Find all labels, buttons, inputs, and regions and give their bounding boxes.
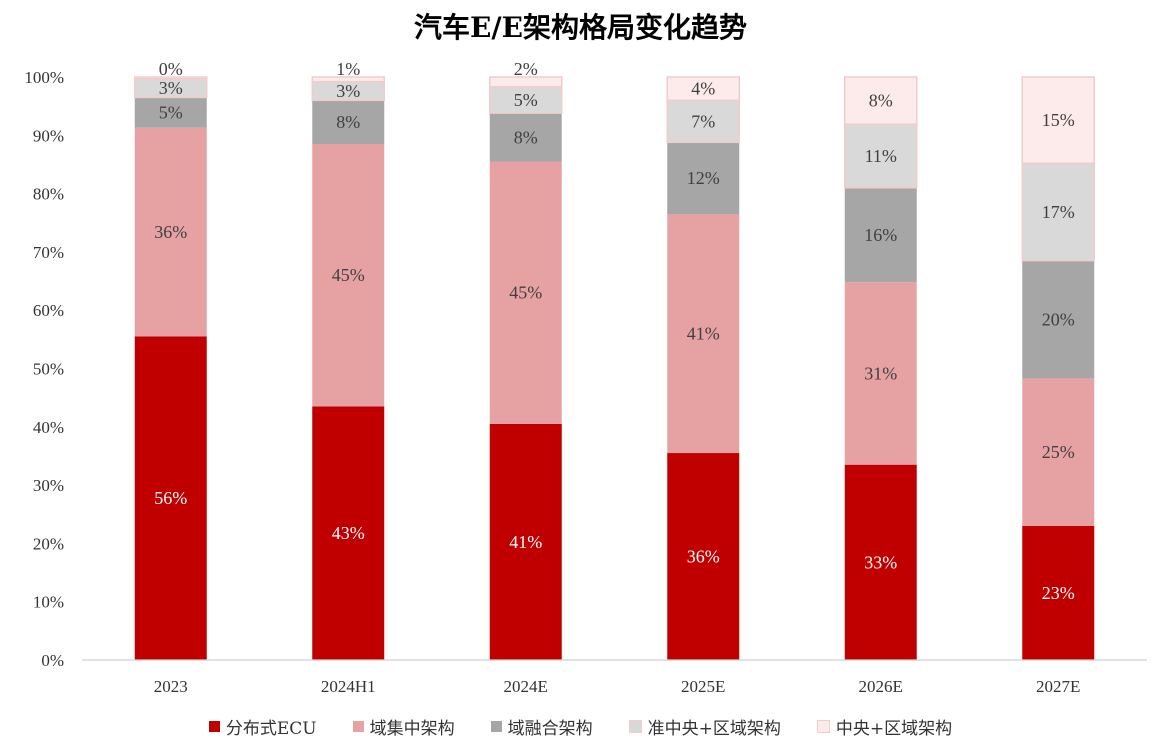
chart-title: 汽车E/E架构格局变化趋势 [414,11,747,44]
y-tick-label: 10% [33,593,64,612]
bar-segment [1021,76,1095,165]
bar-segment [667,214,740,454]
bar-segment [312,406,385,660]
data-label: 25% [1042,442,1075,462]
data-label: 3% [159,78,183,98]
bar-segment [489,423,562,660]
legend-item: 域融合架构 [490,714,593,739]
legend-item: 域集中架构 [352,714,455,739]
y-tick-label: 70% [33,243,64,262]
bar-segment [666,76,740,102]
bar-segment [844,187,917,283]
y-tick-label: 40% [33,418,64,437]
bar-segment [1021,162,1095,262]
data-label: 45% [332,265,365,285]
data-label: 4% [691,79,715,99]
x-tick-label: 2025E [681,677,725,696]
data-label: 3% [336,81,360,101]
data-label: 5% [514,90,538,110]
data-label: 15% [1042,110,1075,130]
x-tick-label: 2027E [1036,677,1080,696]
data-label: 23% [1042,583,1075,603]
data-label: 20% [1042,310,1075,330]
data-label: 8% [514,127,538,147]
bar-segment [312,100,385,145]
legend-label: 中央+区域架构 [835,719,953,739]
data-label: 33% [864,552,897,572]
x-tick-label: 2023 [154,677,188,696]
y-axis: 0% 10% 20% 30% 40% 50% 60% 70% 80% 90% 100% [24,68,64,670]
y-tick-label: 90% [33,126,64,145]
legend-swatch [352,721,364,732]
legend-item: 分布式ECU [208,714,317,739]
bar-segment [489,113,562,162]
legend: 分布式ECU 域集中架构 域融合架构 准中央+区域架构 中央+区域架构 [0,714,1161,739]
stacked-bar-chart: 0% 10% 20% 30% 40% 50% 60% 70% 80% 90% 100% 56% 36%… [24,59,1147,696]
data-label: 1% [336,59,360,79]
data-label: 43% [332,523,365,543]
data-label: 41% [687,324,720,344]
y-tick-label: 20% [33,534,64,553]
bar-segment [667,453,740,660]
data-label: 0% [159,59,183,79]
legend-label: 分布式ECU [225,719,317,739]
data-label: 17% [1042,202,1075,222]
legend-swatch [816,720,830,733]
legend-swatch [628,720,642,733]
data-label: 36% [154,222,187,242]
bar-segment [312,144,385,407]
bars: 56%36%5%3%0%43%45%8%3%1%41%45%8%5%2%36%4… [134,59,1095,660]
y-tick-label: 100% [24,68,64,87]
bar-segment [844,464,917,660]
x-tick-label: 2026E [859,677,903,696]
bar-segment [667,142,740,215]
x-tick-label: 2024E [504,677,548,696]
legend-swatch [208,721,220,732]
data-label: 8% [336,112,360,132]
data-label: 7% [691,111,715,131]
data-label: 56% [154,488,187,508]
data-label: 2% [514,59,538,79]
bar-segment [134,127,207,337]
bar-segment [666,99,740,144]
bar-segment [134,76,208,80]
y-tick-label: 30% [33,476,64,495]
legend-swatch [490,721,502,732]
y-tick-label: 60% [33,301,64,320]
data-label: 45% [509,283,542,303]
y-tick-label: 0% [41,651,64,670]
legend-label: 准中央+区域架构 [647,719,781,739]
data-label: 5% [159,103,183,123]
legend-label: 域融合架构 [507,719,593,739]
bar-segment [134,336,207,660]
y-tick-label: 80% [33,185,64,204]
bar-segment [134,97,207,128]
data-label: 36% [687,547,720,567]
legend-item: 中央+区域架构 [816,714,953,739]
x-tick-label: 2024H1 [321,677,376,696]
bar-segment [489,76,563,88]
bar-segment [1022,260,1095,379]
bar-segment [1022,525,1095,660]
bar-segment [489,86,563,114]
bar-segment [844,282,917,465]
bar-segment [1022,378,1095,526]
data-label: 11% [865,146,897,166]
bar-segment [844,76,918,125]
data-label: 31% [864,363,897,383]
x-axis: 2023 2024H1 2024E 2025E 2026E 2027E [154,677,1081,696]
data-label: 12% [687,168,720,188]
bar-segment [311,76,385,83]
y-tick-label: 50% [33,360,64,379]
data-label: 8% [869,91,893,111]
data-label: 16% [864,225,897,245]
bar-segment [489,161,562,424]
data-label: 41% [509,532,542,552]
legend-label: 域集中架构 [369,719,455,739]
legend-item: 准中央+区域架构 [628,714,781,739]
